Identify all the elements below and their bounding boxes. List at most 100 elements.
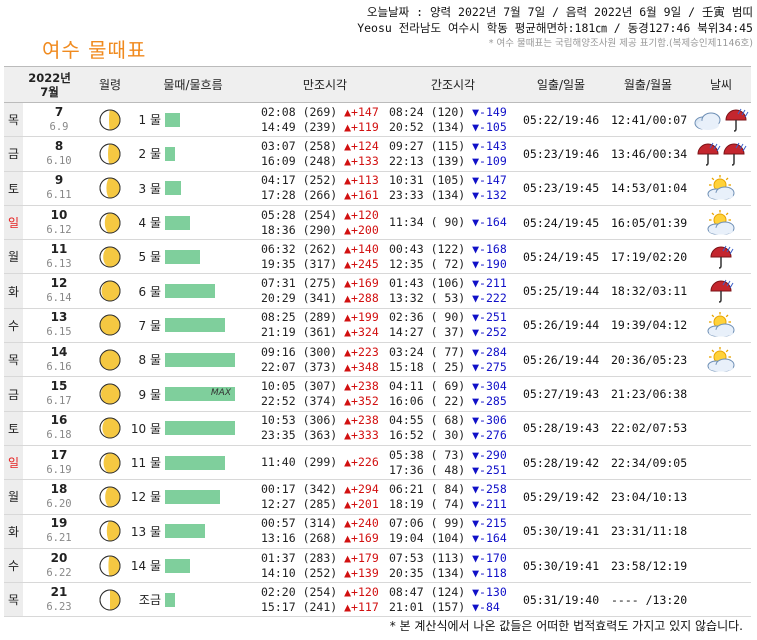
high-tide-entry: 22:52 (374) ▲+352 [261,394,389,409]
lunar-date: 6.13 [46,257,72,270]
high-tide-change: ▲+238 [344,413,379,428]
high-tide-level: (258) [302,138,338,153]
low-tide-cell: 03:24 ( 77) ▼-284 15:18 ( 25) ▼-275 [389,342,517,378]
low-tide-entry: 15:18 ( 25) ▼-275 [389,360,517,375]
date-cell: 13 6.15 [23,308,95,344]
high-tide-change: ▲+245 [344,256,379,271]
low-tide-entry: 04:55 ( 68) ▼-306 [389,413,517,428]
high-tide-level: (252) [302,173,338,188]
cloud-icon [693,112,723,130]
high-tide-cell: 07:31 (275) ▲+169 20:29 (341) ▲+288 [261,273,389,309]
low-tide-entry: 20:35 (134) ▼-118 [389,566,517,581]
low-tide-change: ▼-276 [472,428,507,443]
moon-phase-icon [95,239,125,275]
high-tide-time: 02:20 [261,584,296,599]
solar-day: 20 [50,550,68,565]
table-row: 목 14 6.16 8 물 09:16 (300) ▲+223 22:07 (37… [4,342,751,378]
low-tide-change: ▼-304 [472,379,507,394]
day-of-week: 금 [4,136,23,172]
high-tide-entry: 06:32 (262) ▲+140 [261,242,389,257]
low-tide-level: (113) [430,550,466,565]
table-row: 화 19 6.21 13 물 00:57 (314) ▲+240 13:16 (2… [4,514,751,549]
high-tide-time: 18:36 [261,222,296,237]
solar-day: 10 [50,207,68,222]
solar-day: 14 [50,344,68,359]
low-tide-change: ▼-275 [472,359,507,374]
tide-flow-bar: MAX [165,387,235,402]
high-tide-time: 05:28 [261,207,296,222]
weather-cell [691,102,751,138]
weather-cell [691,136,751,172]
high-tide-change: ▲+288 [344,291,379,306]
table-row: 일 17 6.19 11 물 11:40 (299) ▲+226 05:38 (… [4,445,751,481]
rain-umbrella-icon [723,108,749,132]
tide-phase-label: 12 물 [125,479,165,515]
date-cell: 18 6.20 [23,479,95,515]
high-tide-time: 22:52 [261,394,296,409]
low-tide-cell: 10:31 (105) ▼-147 23:33 (134) ▼-132 [389,171,517,206]
lunar-date: 6.15 [46,326,72,339]
sunrise-sunset-header: 일출/일몰 [517,66,605,103]
weather-cell [691,342,751,378]
low-tide-entry: 08:24 (120) ▼-149 [389,105,517,120]
lunar-date: 6.21 [46,532,72,545]
sunrise-sunset: 05:24/19:45 [517,205,605,241]
tide-phase-label: 5 물 [125,239,165,275]
solar-day: 11 [50,241,68,256]
low-tide-change: ▼-285 [472,394,507,409]
tide-flow-bar-cell [165,273,261,309]
high-tide-level: (307) [302,379,338,394]
moon-phase-icon [95,479,125,515]
tide-flow-bar [165,558,190,573]
low-tide-level: (134) [430,565,466,580]
high-tide-level: (241) [302,599,338,614]
high-tide-entry: 16:09 (248) ▲+133 [261,154,389,169]
low-tide-entry: 13:32 ( 53) ▼-222 [389,291,517,306]
high-tide-change: ▲+348 [344,359,379,374]
high-tide-change: ▲+238 [344,379,379,394]
high-tide-level: (290) [302,222,338,237]
low-tide-cell: 06:21 ( 84) ▼-258 18:19 ( 74) ▼-211 [389,479,517,515]
date-cell: 15 6.17 [23,376,95,412]
tide-flow-bar [165,524,205,539]
high-tide-entry: 13:16 (268) ▲+169 [261,531,389,546]
moon-phase-icon [95,548,125,584]
moon-phase-icon [95,376,125,412]
low-tide-change: ▼-143 [472,138,507,153]
low-tide-entry: 10:31 (105) ▼-147 [389,173,517,188]
date-cell: 19 6.21 [23,514,95,549]
moonrise-moonset: 23:04/10:13 [605,479,691,515]
low-tide-time: 00:43 [389,241,424,256]
high-tide-cell: 11:40 (299) ▲+226 [261,445,389,481]
high-tide-change: ▲+147 [344,104,379,119]
high-tide-cell: 10:53 (306) ▲+238 23:35 (363) ▲+333 [261,411,389,446]
low-tide-cell: 02:36 ( 90) ▼-251 14:27 ( 37) ▼-252 [389,308,517,344]
day-of-week: 월 [4,239,23,275]
tide-flow-bar-cell [165,342,261,378]
low-tide-entry: 04:11 ( 69) ▼-304 [389,379,517,394]
weather-cell [691,479,751,515]
table-row: 수 13 6.15 7 물 08:25 (289) ▲+199 21:19 (36… [4,308,751,344]
low-tide-level: ( 99) [430,516,466,531]
tide-flow-bar [165,592,175,607]
weather-cell [691,582,751,618]
day-of-week: 목 [4,342,23,378]
lunar-date: 6.19 [46,463,72,476]
low-tide-level: (104) [430,531,466,546]
low-tide-level: ( 90) [430,215,466,230]
low-tide-level: ( 69) [430,379,466,394]
moonrise-moonset: 14:53/01:04 [605,171,691,206]
low-tide-cell: 08:47 (124) ▼-130 21:01 (157) ▼-84 [389,582,517,618]
weather-cell [691,239,751,275]
low-tide-entry: 18:19 ( 74) ▼-211 [389,497,517,512]
high-tide-time: 00:57 [261,516,296,531]
date-cell: 8 6.10 [23,136,95,172]
high-tide-time: 20:29 [261,291,296,306]
low-tide-level: ( 77) [430,344,466,359]
tide-phase-label: 7 물 [125,308,165,344]
low-tide-change: ▼-211 [472,496,507,511]
sunrise-sunset: 05:28/19:42 [517,445,605,481]
high-tide-level: (268) [302,531,338,546]
moonrise-moonset: 21:23/06:38 [605,376,691,412]
table-header-row: 2022년 7월 월령 물때/물흐름 만조시각 간조시각 일출/일몰 월출/월몰… [4,66,751,103]
